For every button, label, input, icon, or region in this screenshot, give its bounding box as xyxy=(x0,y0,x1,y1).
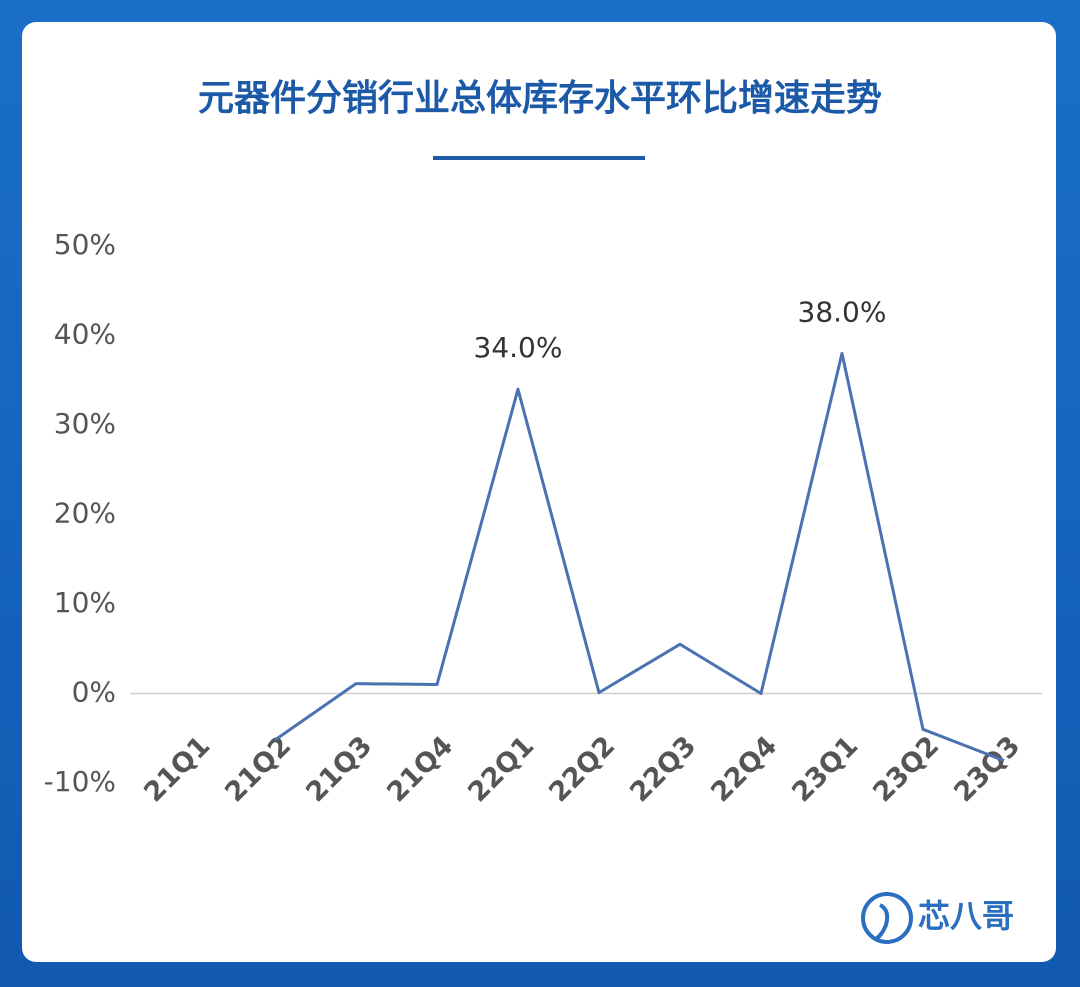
line-series xyxy=(274,351,1005,763)
x-tick-label: 22Q4 xyxy=(705,730,783,808)
y-tick-label: 0% xyxy=(72,676,116,709)
x-tick-label: 22Q3 xyxy=(624,730,702,808)
x-tick-label: 23Q1 xyxy=(786,730,864,808)
x-tick-label: 22Q2 xyxy=(543,730,621,808)
title-underline xyxy=(433,156,645,160)
x-tick-label: 21Q2 xyxy=(219,730,297,808)
logo-icon xyxy=(861,892,913,944)
logo: 芯八哥 xyxy=(861,892,1014,944)
x-tick-label: 22Q1 xyxy=(462,730,540,808)
x-tick-label: 21Q3 xyxy=(300,730,378,808)
data-label: 38.0% xyxy=(798,295,887,328)
y-tick-label: 10% xyxy=(54,586,116,619)
x-tick-label: 23Q2 xyxy=(867,730,945,808)
x-tick-label: 21Q1 xyxy=(138,730,216,808)
y-tick-label: 40% xyxy=(54,318,116,351)
chart-title: 元器件分销行业总体库存水平环比增速走势 xyxy=(198,78,882,119)
x-tick-label: 21Q4 xyxy=(381,730,459,808)
y-tick-label: 20% xyxy=(54,497,116,530)
y-tick-label: 50% xyxy=(54,228,116,261)
card xyxy=(22,22,1056,962)
y-tick-label: -10% xyxy=(44,765,116,798)
logo-bird xyxy=(874,903,890,941)
brand: 芯八哥 xyxy=(918,897,1014,935)
y-tick-label: 30% xyxy=(54,407,116,440)
data-label: 34.0% xyxy=(474,331,563,364)
